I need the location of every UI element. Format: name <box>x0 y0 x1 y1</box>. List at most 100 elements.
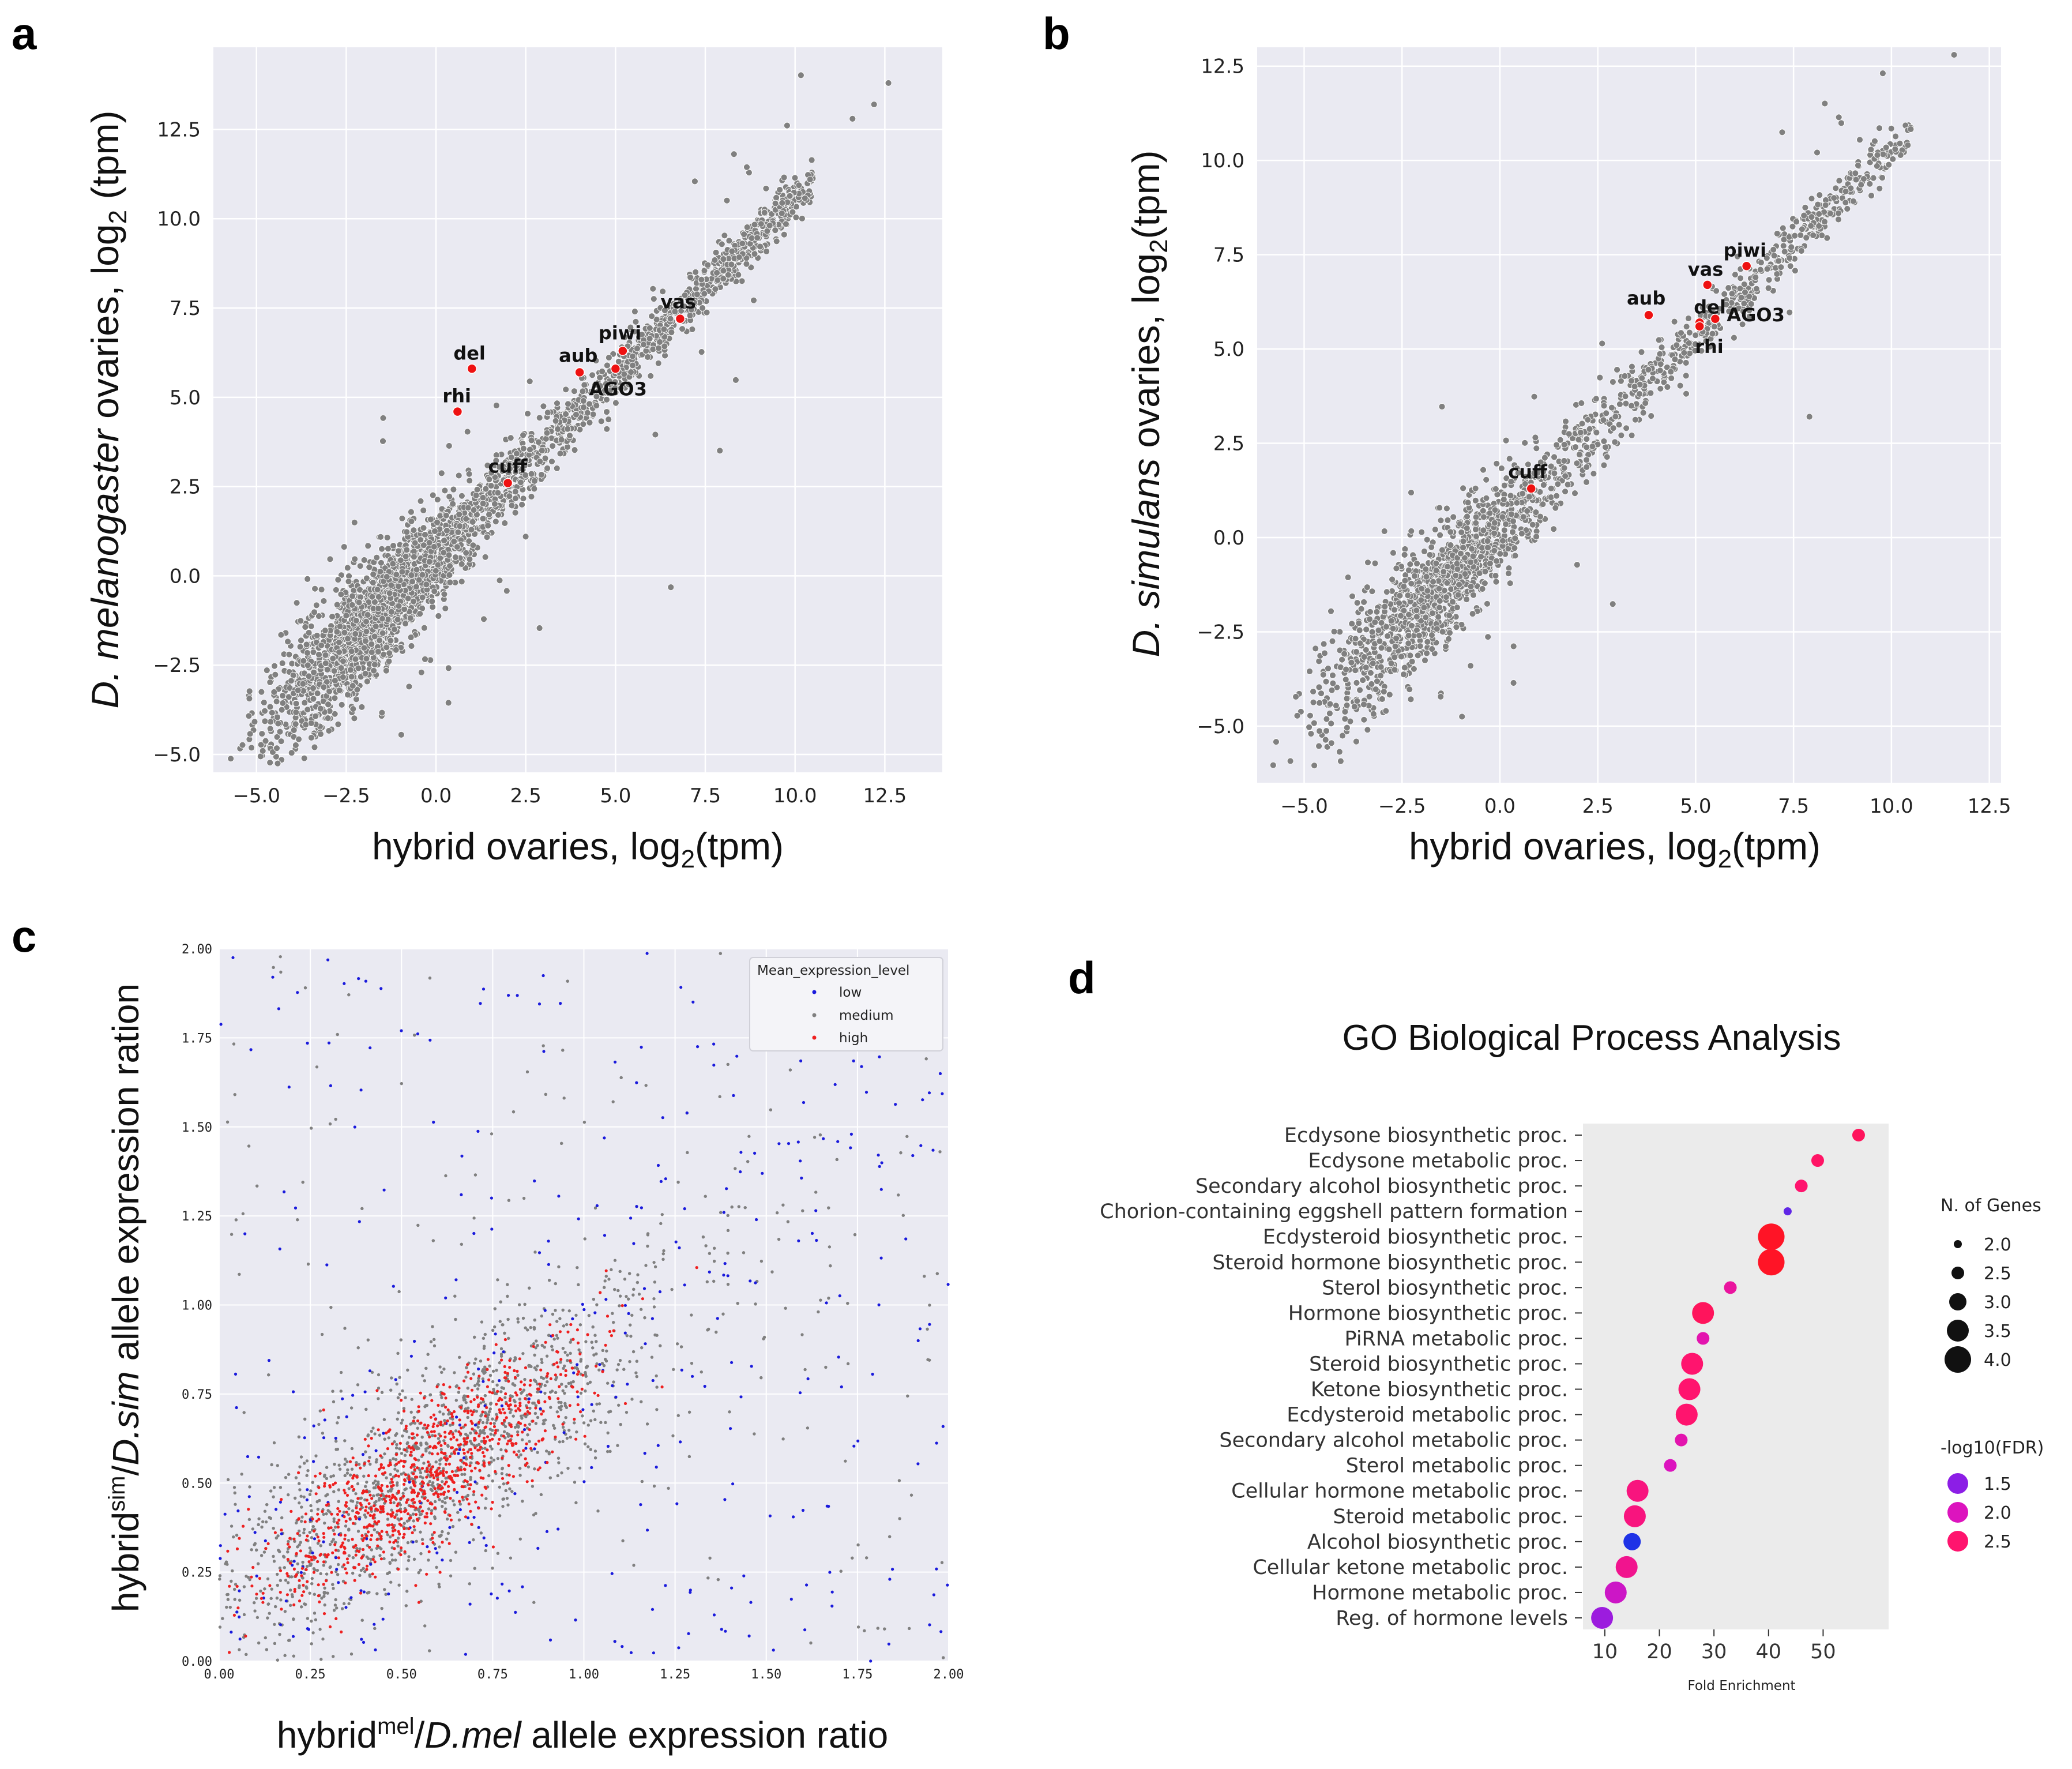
panel-a-point <box>522 533 529 540</box>
panel-a-point <box>589 371 596 379</box>
panel-a-point <box>324 715 332 722</box>
panel-a-point <box>356 562 364 570</box>
panel-a-point <box>446 493 453 500</box>
panel-a-point <box>462 549 470 557</box>
panel-a-point <box>423 581 430 588</box>
panel-a-point <box>341 629 348 636</box>
panel-a-point <box>344 691 351 698</box>
panel-a-point <box>446 579 454 586</box>
panel-a-point <box>524 410 531 418</box>
panel-a-point <box>743 260 750 268</box>
panel-a-point <box>326 555 334 563</box>
panel-a-point <box>332 677 339 684</box>
panel-a-point <box>277 631 285 639</box>
panel-a-point <box>725 237 733 245</box>
panel-a-point <box>486 511 492 518</box>
panel-a-point <box>429 603 436 611</box>
panel-a-point <box>320 598 328 604</box>
panel-a-point <box>520 445 527 452</box>
panel-a-point <box>445 664 452 672</box>
panel-a-point <box>428 598 436 605</box>
panel-a-point <box>544 465 551 472</box>
panel-a-point <box>292 720 299 728</box>
panel-a-point <box>390 542 397 549</box>
panel-a-point <box>462 515 470 523</box>
panel-a-point <box>403 528 411 536</box>
panel-a-point <box>313 632 321 639</box>
panel-a-point <box>531 478 538 484</box>
panel-a-point <box>503 587 510 595</box>
panel-a-point <box>330 667 338 675</box>
panel-a-point <box>239 741 246 749</box>
panel-a-point <box>315 651 322 658</box>
panel-a-point <box>716 447 724 455</box>
panel-a-point <box>304 662 311 669</box>
panel-a-point <box>260 699 268 706</box>
panel-a-point <box>259 748 266 754</box>
panel-a-point <box>506 493 513 500</box>
panel-a-point <box>246 688 253 695</box>
panel-a-point <box>375 648 382 655</box>
panel-a-point <box>483 534 491 541</box>
panel-a-point <box>773 238 780 245</box>
panel-a-point <box>308 734 315 741</box>
panel-a-point <box>584 409 591 416</box>
panel-a-point <box>586 419 593 426</box>
panel-a-point <box>512 509 519 516</box>
panel-a-point <box>655 359 662 367</box>
panel-a-point <box>667 584 675 591</box>
panel-a-point <box>287 677 295 685</box>
panel-a-point <box>348 673 355 681</box>
panel-a-point <box>692 268 700 276</box>
panel-a-point <box>370 667 377 674</box>
panel-a-point <box>723 197 731 204</box>
panel-a-point <box>397 731 405 738</box>
panel-a-point <box>627 369 634 375</box>
panel-a-point <box>649 285 657 292</box>
panel-a-point <box>437 554 444 562</box>
panel-a-point <box>258 688 265 696</box>
panel-a-point <box>351 715 358 722</box>
panel-a-point <box>279 700 287 707</box>
panel-a-point <box>288 749 295 757</box>
panel-a-point <box>383 644 390 651</box>
panel-a-point <box>331 694 339 702</box>
panel-a-point <box>262 737 269 745</box>
panel-a-point <box>612 399 619 407</box>
panel-a-point <box>526 378 533 385</box>
panel-label-d: d <box>1068 952 1096 1003</box>
panel-a-point <box>351 519 358 526</box>
panel-a-point <box>422 656 428 663</box>
panel-a-point <box>418 668 425 676</box>
panel-a-point <box>579 388 586 395</box>
panel-a-point <box>458 578 465 585</box>
panel-a-point <box>479 515 487 523</box>
panel-a-point <box>496 577 503 584</box>
panel-a-point <box>764 227 771 235</box>
panel-a-point <box>492 518 499 525</box>
panel-label-c: c <box>12 911 36 962</box>
panel-a-point <box>789 208 796 216</box>
panel-a-point <box>718 241 725 248</box>
panel-a-point <box>276 728 284 735</box>
panel-a-point <box>531 485 538 493</box>
panel-a-point <box>284 638 292 645</box>
panel-a-point <box>268 709 276 716</box>
panel-a-point <box>615 358 622 365</box>
panel-a-point <box>536 625 543 632</box>
panel-a-point <box>370 570 377 578</box>
panel-a-point <box>739 240 746 247</box>
panel-a-point <box>318 642 325 649</box>
panel-a-point <box>761 209 768 216</box>
panel-a-point <box>450 486 457 493</box>
panel-a-point <box>293 599 300 607</box>
panel-a-point <box>730 151 738 158</box>
panel-a-point <box>279 692 287 699</box>
panel-a-point <box>305 629 313 636</box>
panel-a-point <box>512 488 519 495</box>
panel-a-point <box>334 576 342 583</box>
panel-a-point <box>298 637 304 644</box>
panel-a-point <box>266 725 274 733</box>
panel-a-point <box>792 213 800 221</box>
